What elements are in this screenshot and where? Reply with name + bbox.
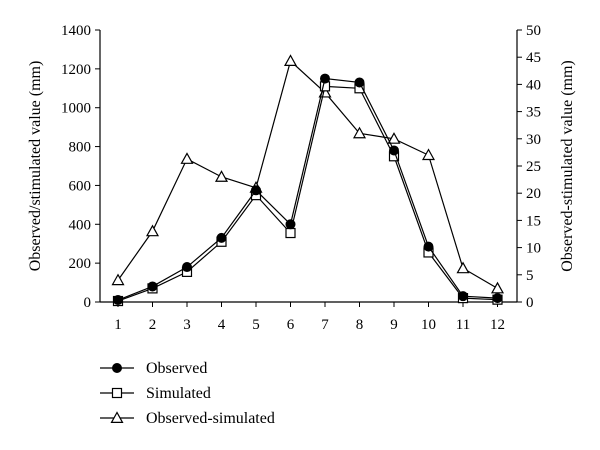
- observed-simulated-point: [490, 281, 505, 294]
- x-tick-label: 6: [287, 317, 295, 333]
- x-tick-label: 9: [390, 317, 398, 333]
- observed-point: [147, 281, 158, 292]
- observed-simulated-point: [145, 224, 160, 237]
- series-layer: [111, 54, 505, 307]
- series-observed-simulated: [111, 54, 505, 294]
- left-y-tick-label: 1400: [61, 23, 91, 39]
- series-observed: [113, 73, 503, 306]
- observed-simulated-point: [180, 152, 194, 164]
- observed-point: [423, 241, 434, 252]
- observed-simulated-point: [214, 170, 229, 182]
- right-y-tick-label: 50: [526, 23, 541, 39]
- left-y-tick-label: 0: [84, 295, 92, 311]
- right-y-tick-label: 40: [526, 77, 541, 93]
- observed-point: [320, 73, 330, 84]
- observed-point: [458, 291, 468, 302]
- simulated-line: [117, 85, 498, 302]
- right-y-tick-label: 20: [526, 186, 541, 202]
- right-y-tick-label: 30: [526, 132, 541, 148]
- legend-item-observed-simulated: Observed-simulated: [100, 410, 275, 427]
- x-tick-label: 5: [252, 317, 260, 333]
- right-y-tick-label: 10: [526, 241, 541, 257]
- observed-point: [354, 77, 365, 88]
- right-y-tick-label: 35: [526, 105, 541, 121]
- x-tick-label: 12: [490, 317, 505, 333]
- observed-simulated-point: [387, 132, 401, 144]
- observed-point: [182, 262, 192, 273]
- x-tick-label: 1: [114, 317, 122, 333]
- simulated-point: [285, 227, 296, 239]
- x-tick-label: 2: [149, 317, 157, 333]
- legend: Observed Simulated Observed-simulated: [100, 360, 275, 427]
- observed-point: [113, 295, 123, 306]
- right-y-axis-title: Observed-stimulated value (mm): [559, 60, 576, 272]
- observed-point: [285, 219, 296, 230]
- ticks: 0200400600800100012001400051015202530354…: [61, 23, 541, 333]
- left-y-axis-title: Observed/stimulated value (mm): [27, 61, 44, 272]
- x-tick-label: 8: [356, 317, 364, 333]
- observed-simulated-point: [456, 261, 470, 274]
- axes: [99, 30, 518, 303]
- observed-simulated-point: [421, 148, 436, 161]
- right-y-tick-label: 45: [526, 50, 541, 66]
- observed-simulated-point: [111, 273, 125, 286]
- left-y-tick-label: 200: [69, 256, 92, 272]
- observed-point: [216, 232, 227, 243]
- legend-marker: [111, 387, 123, 399]
- left-y-tick-label: 800: [69, 140, 92, 156]
- x-tick-label: 4: [218, 317, 226, 333]
- right-y-tick-label: 15: [526, 213, 541, 229]
- observed-simulated-point: [352, 126, 367, 139]
- right-y-tick-label: 5: [526, 268, 534, 284]
- observed-simulated-point: [283, 54, 298, 67]
- left-y-tick-label: 400: [69, 217, 92, 233]
- observed-point: [492, 293, 503, 304]
- left-y-tick-label: 1000: [61, 101, 91, 117]
- series-simulated: [112, 81, 503, 307]
- legend-marker: [112, 363, 122, 373]
- left-y-tick-label: 600: [69, 178, 92, 194]
- right-y-tick-label: 0: [526, 295, 534, 311]
- observed-simulated-line: [117, 59, 498, 289]
- x-tick-label: 7: [321, 317, 329, 333]
- legend-label: Simulated: [146, 385, 211, 402]
- observed-point: [389, 145, 399, 156]
- observed-line: [117, 77, 498, 301]
- x-tick-label: 11: [456, 317, 470, 333]
- legend-item-observed: Observed: [100, 360, 207, 377]
- legend-label: Observed-simulated: [146, 410, 275, 427]
- x-tick-label: 3: [183, 317, 191, 333]
- legend-item-simulated: Simulated: [100, 385, 211, 402]
- left-y-tick-label: 1200: [61, 62, 91, 78]
- right-y-tick-label: 25: [526, 159, 541, 175]
- legend-label: Observed: [146, 360, 207, 377]
- legend-marker: [110, 411, 124, 423]
- observed-point: [251, 185, 261, 196]
- x-tick-label: 10: [421, 317, 436, 333]
